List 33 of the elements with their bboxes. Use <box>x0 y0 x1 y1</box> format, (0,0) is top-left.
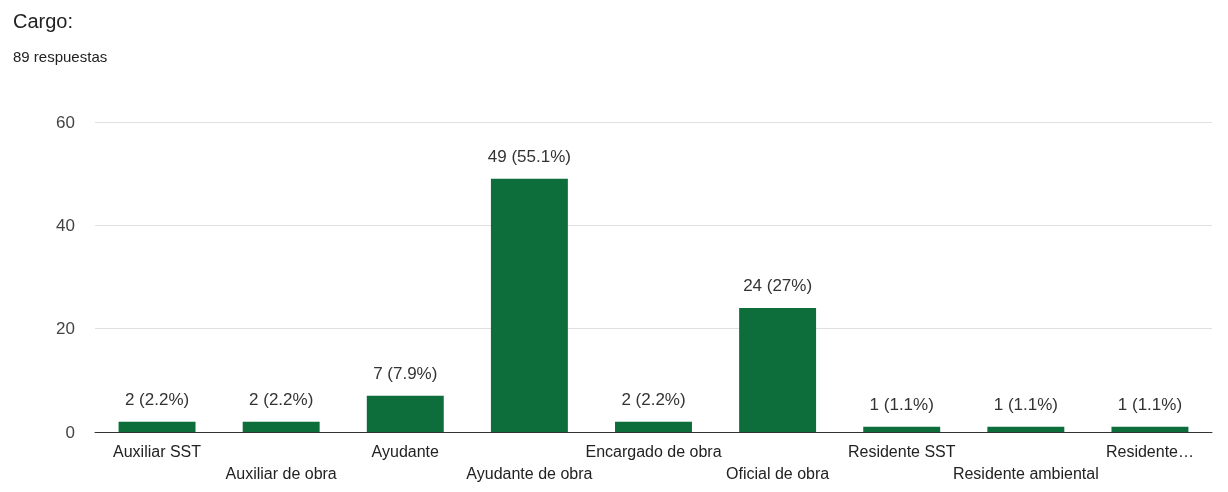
bar <box>242 421 320 432</box>
x-tick-label: Ayudante de obra <box>466 464 593 482</box>
x-tick-label: Residente SST <box>847 442 956 460</box>
y-tick-label: 40 <box>56 215 75 235</box>
data-label: 49 (55.1%) <box>487 146 571 166</box>
y-tick-label: 60 <box>56 112 75 132</box>
bar <box>739 308 817 432</box>
bar <box>366 395 444 432</box>
data-label: 24 (27%) <box>743 276 813 295</box>
data-label: 1 (1.1%) <box>993 394 1058 414</box>
bar <box>863 426 941 432</box>
data-label: 2 (2.2%) <box>124 389 190 409</box>
y-tick-label: 0 <box>65 422 75 442</box>
bar <box>987 426 1065 432</box>
bar <box>615 421 692 432</box>
data-label: 2 (2.2%) <box>249 389 314 409</box>
data-label: 7 (7.9%) <box>373 363 438 383</box>
x-tick-label: Auxiliar de obra <box>225 464 337 482</box>
data-label: 1 (1.1%) <box>1117 394 1183 414</box>
bar <box>1111 426 1189 432</box>
x-tick-label: Oficial de obra <box>726 464 830 482</box>
x-tick-label: Auxiliar SST <box>113 442 202 460</box>
x-tick-label: Ayudante <box>371 442 440 460</box>
chart-title: Cargo: <box>13 10 74 32</box>
x-tick-label: Residente ambiental <box>952 464 1099 482</box>
bar <box>490 178 568 432</box>
x-tick-label: Residente… <box>1105 442 1194 460</box>
data-label: 1 (1.1%) <box>869 394 934 414</box>
chart-subtitle: 89 respuestas <box>13 48 108 65</box>
y-tick-label: 20 <box>56 319 75 339</box>
bar <box>118 421 196 432</box>
x-tick-label: Encargado de obra <box>585 442 722 460</box>
data-label: 2 (2.2%) <box>621 389 686 409</box>
